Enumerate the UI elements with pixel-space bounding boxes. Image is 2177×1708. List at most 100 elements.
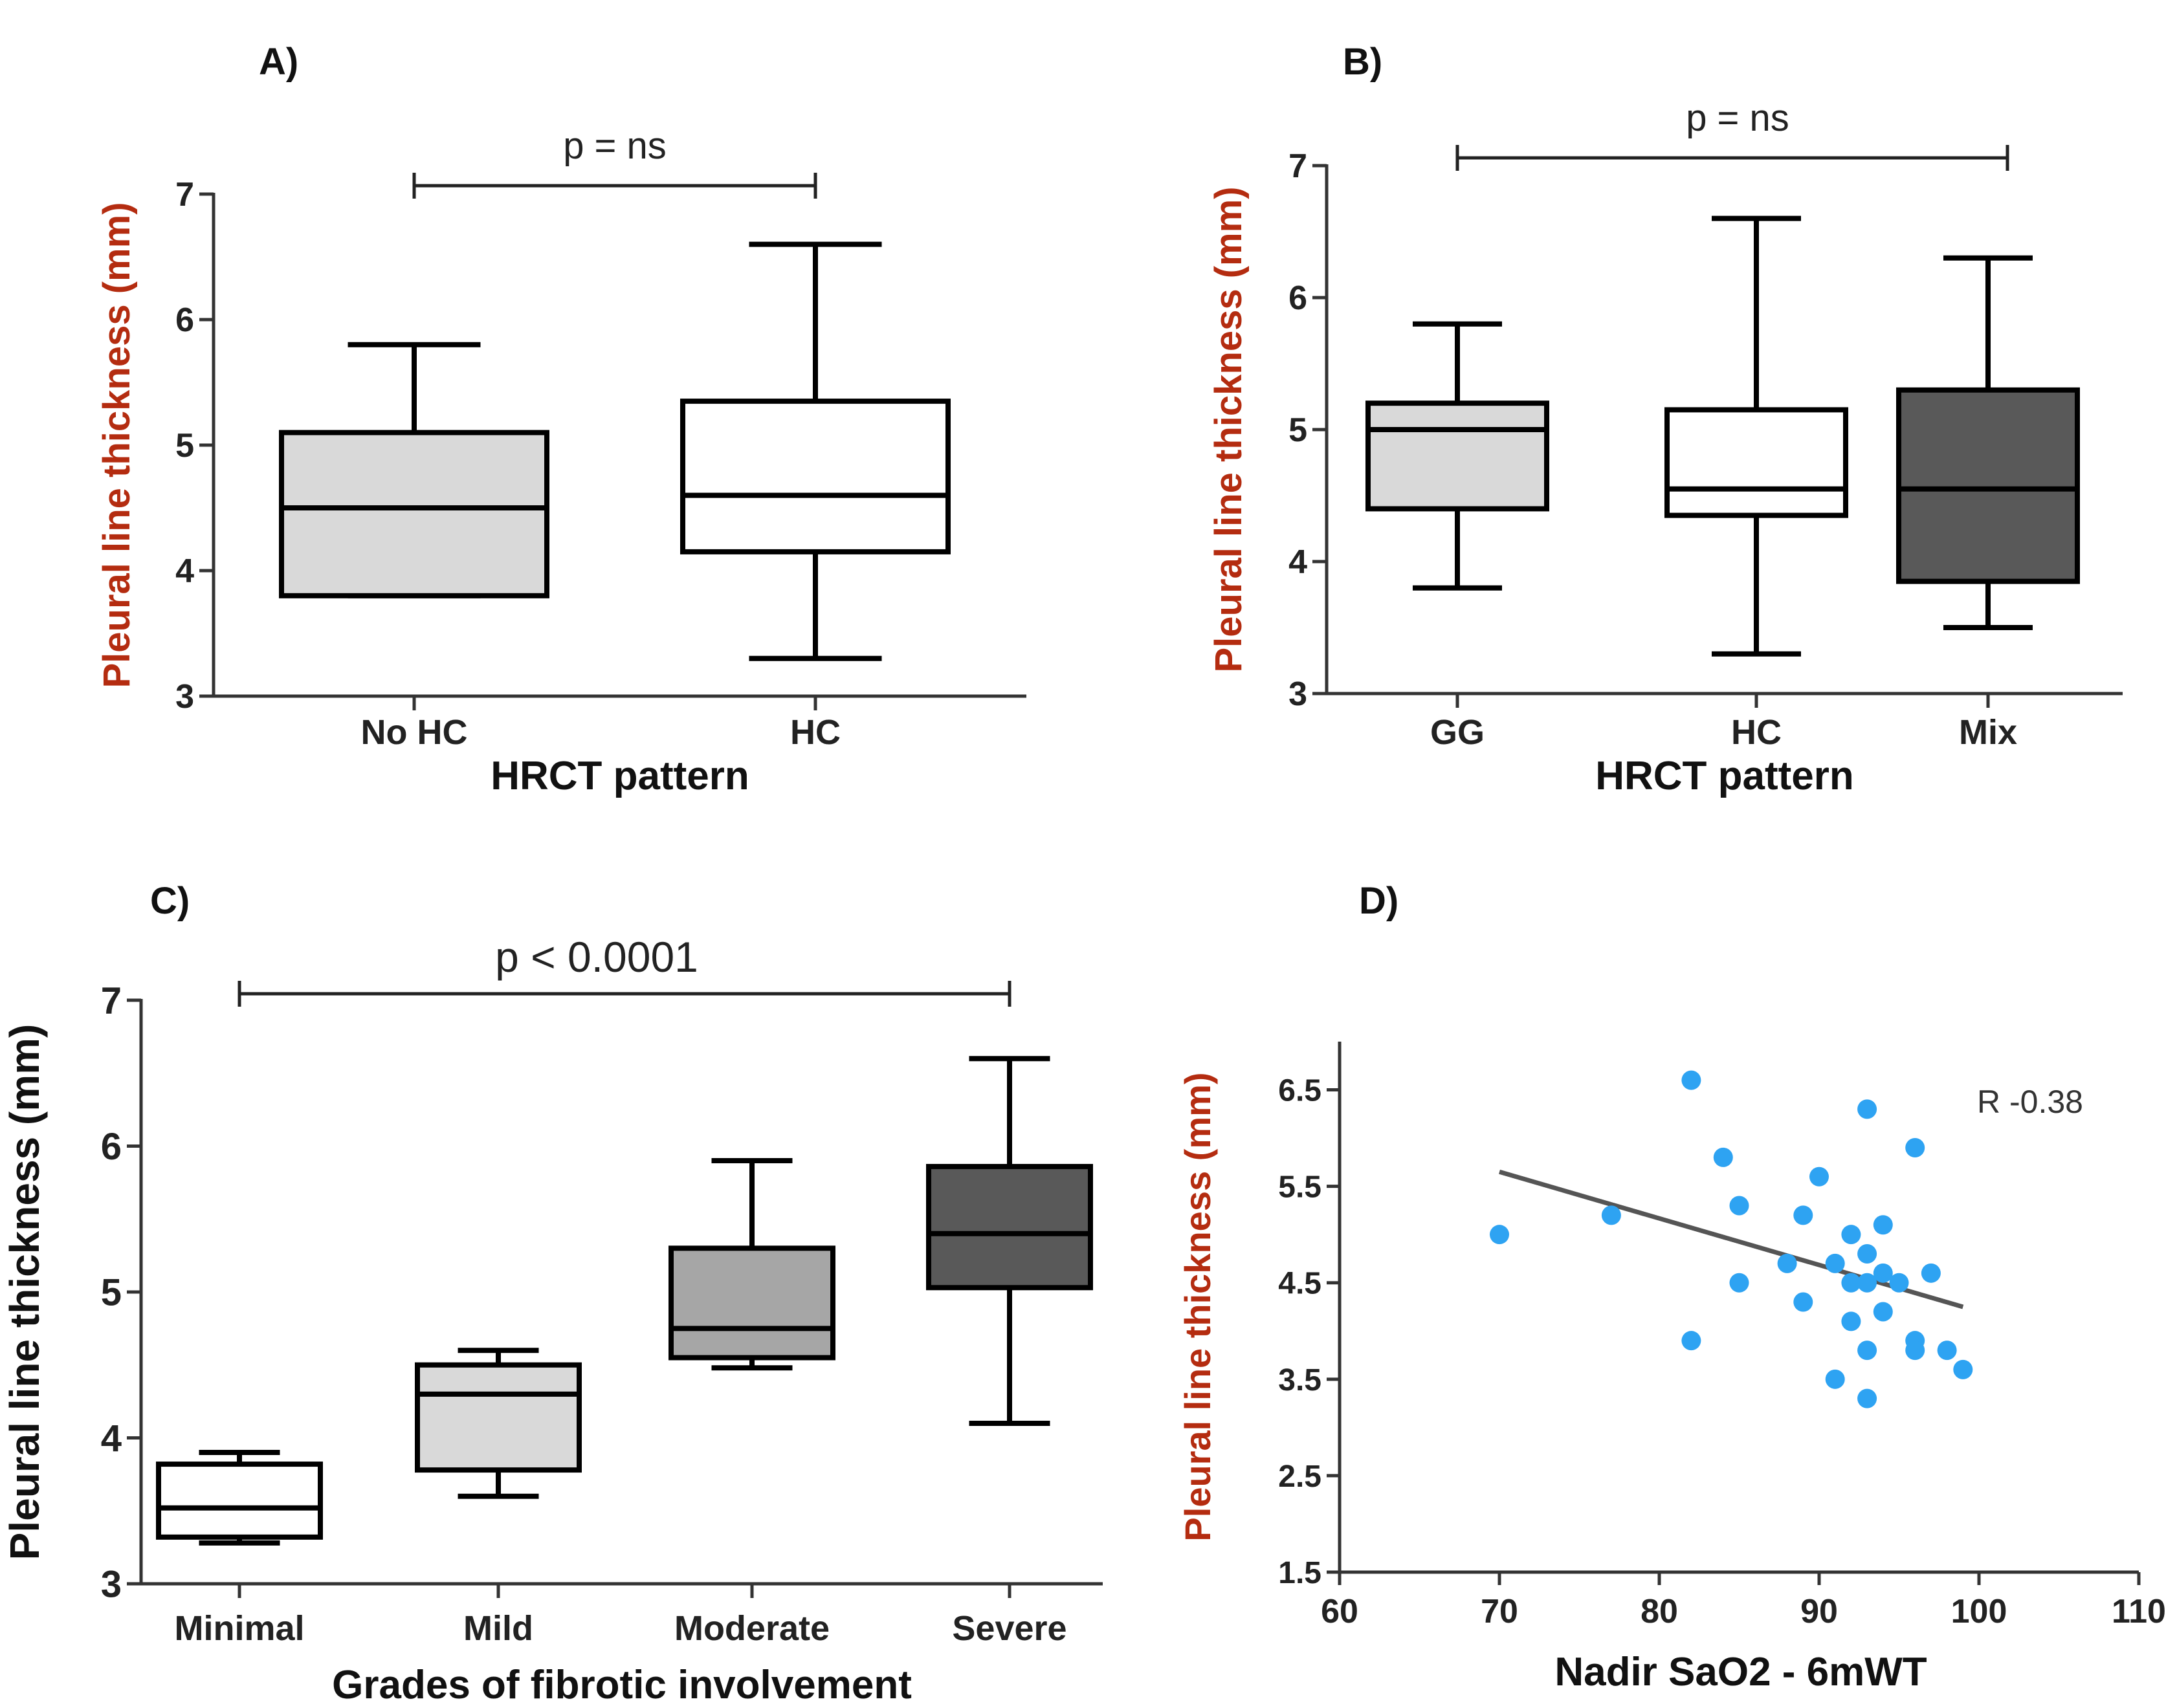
x-tick-label: 100 [1951,1593,2007,1630]
box-iqr [926,1164,1093,1291]
y-tick-label: 7 [175,176,194,214]
box-iqr [680,399,951,554]
y-tick-label: 6 [1288,279,1307,317]
trend-line [1499,1169,1964,1309]
x-tick-label: Mild [463,1609,533,1648]
y-tick-label: 3 [1288,675,1307,713]
scatter-point [1873,1302,1893,1322]
x-tick-label: GG [1430,713,1485,752]
box-gg [1365,321,1549,591]
scatter-point [1601,1205,1621,1225]
y-tick-label: 6.5 [1278,1074,1321,1108]
x-axis-title: HRCT pattern [491,754,749,798]
y-tick-label: 3.5 [1278,1363,1321,1397]
x-tick-label: 90 [1800,1593,1838,1630]
y-tick-label: 6 [175,301,194,339]
y-tick-label: 5 [175,427,194,465]
scatter-point [1841,1225,1861,1245]
x-tick-label: Mix [1959,713,2017,752]
box-iqr [1664,407,1848,518]
scatter-point [1905,1138,1925,1157]
significance-label: p < 0.0001 [495,933,698,981]
scatter-point [1873,1215,1893,1235]
y-tick-label: 3 [175,678,194,716]
y-tick-label: 3 [101,1563,122,1605]
scatter-point [1729,1196,1749,1216]
scatter-point [1681,1070,1701,1090]
x-axis-title: HRCT pattern [1595,754,1854,798]
y-tick-label: 7 [101,980,122,1022]
box-iqr [1896,387,2080,584]
box-iqr [1365,400,1549,512]
x-tick-label: Moderate [674,1609,830,1648]
panel-0-box-plot: A) 3 4 5 6 7 Pleural line thickness (mm) No HC H… [96,41,1026,798]
box-hc [1664,215,1848,657]
box-mix [1896,255,2080,630]
scatter-point [1857,1273,1877,1293]
box-iqr [279,430,549,598]
panel-3-scatter-plot: D) 1.5 2.5 3.5 4.5 5.5 6.5 60 70 80 90 100 110 Pleura… [1177,880,2166,1694]
significance-label: p = ns [563,125,667,167]
box-minimal [156,1450,323,1546]
x-tick-label: No HC [361,713,468,752]
scatter-point [1713,1147,1733,1167]
y-tick-label: 5.5 [1278,1170,1321,1205]
x-axis-title: Grades of fibrotic involvement [332,1663,912,1707]
y-axis-title: Pleural line thickness (mm) [1177,1072,1218,1541]
y-tick-label: 1.5 [1278,1556,1321,1590]
scatter-point [1681,1331,1701,1351]
y-tick-label: 6 [101,1126,122,1168]
x-tick-label: 80 [1641,1593,1678,1630]
scatter-point [1857,1099,1877,1119]
scatter-point [1825,1253,1845,1273]
scatter-point [1889,1273,1909,1293]
scatter-point [1857,1341,1877,1361]
scatter-point [1841,1311,1861,1331]
panel-2-box-plot: C) 3 4 5 6 7 Pleural line thickness (mm) Minima… [1,880,1103,1707]
x-axis-title: Nadir SaO2 - 6mWT [1554,1650,1927,1694]
panel-1-box-plot: B) 3 4 5 6 7 Pleural line thickness (mm) GG HC Mi… [1208,41,2123,798]
box-moderate [669,1158,835,1371]
scatter-point [1873,1263,1893,1283]
scatter-point [1825,1369,1845,1389]
y-axis-title: Pleural line thickness (mm) [96,202,138,688]
y-tick-label: 4.5 [1278,1267,1321,1301]
box-mild [415,1348,582,1499]
scatter-point [1937,1341,1957,1361]
box-hc [680,241,951,661]
box-iqr [156,1462,323,1540]
y-tick-label: 5 [1288,411,1307,449]
panel-label: B) [1343,41,1382,83]
x-tick-label: 110 [2112,1593,2166,1630]
scatter-point [1809,1166,1829,1187]
x-tick-label: HC [1731,713,1782,752]
scatter-point [1841,1273,1861,1293]
scatter-point [1921,1263,1941,1283]
scatter-point [1777,1253,1797,1273]
panel-label: D) [1359,880,1398,922]
scatter-point [1793,1205,1813,1225]
scatter-point [1905,1341,1925,1361]
panel-label: A) [259,41,298,83]
y-axis-title: Pleural line thickness (mm) [1208,186,1250,672]
y-tick-label: 4 [175,553,194,590]
y-axis-title: Pleural line thickness (mm) [1,1024,48,1560]
box-iqr [669,1245,835,1361]
x-tick-label: 60 [1321,1593,1358,1630]
scatter-point [1857,1388,1877,1408]
panel-label: C) [150,880,190,922]
y-tick-label: 4 [1288,543,1307,581]
scatter-point [1490,1225,1509,1245]
x-tick-label: Minimal [174,1609,304,1648]
y-tick-label: 4 [101,1418,122,1460]
scatter-point [1729,1273,1749,1293]
y-tick-label: 5 [101,1271,122,1313]
x-tick-label: HC [790,713,841,752]
y-tick-label: 2.5 [1278,1460,1321,1494]
box-no-hc [279,342,549,598]
scatter-point [1793,1292,1813,1312]
scatter-point [1953,1359,1973,1379]
x-tick-label: 70 [1481,1593,1518,1630]
y-tick-label: 7 [1288,148,1307,185]
